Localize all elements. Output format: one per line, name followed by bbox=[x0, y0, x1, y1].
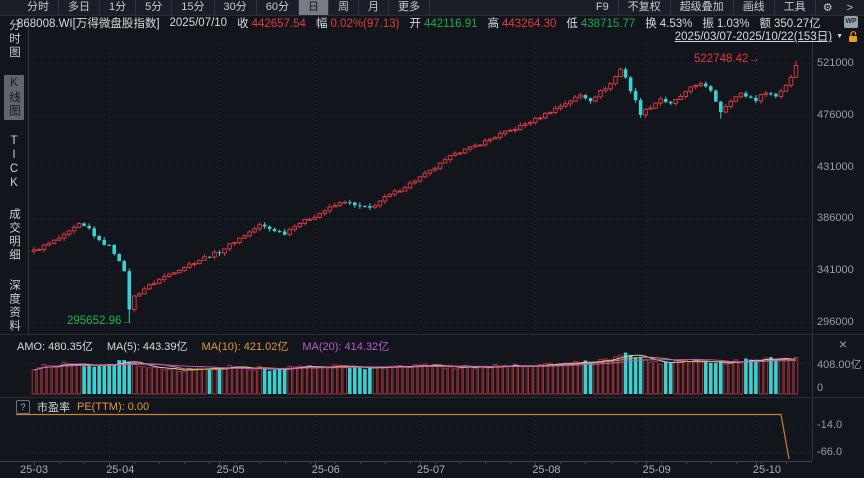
time-tick-label: 25-09 bbox=[642, 464, 671, 476]
time-tick-label: 25-05 bbox=[216, 464, 245, 476]
view-sidebar: 分时图 K线图 TICK 成交明细深度资料 bbox=[0, 17, 28, 335]
period-tab-1[interactable]: 多日 bbox=[59, 0, 100, 15]
pe-tick-label: -14.0 bbox=[817, 419, 843, 431]
close-icon[interactable]: × bbox=[839, 336, 848, 352]
volume-ma-label-1: MA(5): 443.39亿 bbox=[106, 341, 188, 353]
help-icon[interactable]: ? bbox=[16, 400, 30, 414]
sidebar-item-1[interactable]: K线图 bbox=[4, 74, 24, 120]
volume-axis-max: 408.00亿 bbox=[817, 359, 862, 371]
time-tick-label: 25-03 bbox=[20, 464, 49, 476]
toolbar-button-2[interactable]: 超级叠加 bbox=[671, 0, 734, 15]
quote-date: 2025/07/10 bbox=[169, 16, 228, 29]
quote-field-label: 收 bbox=[237, 17, 249, 30]
quote-field-额: 额 350.27亿 bbox=[759, 15, 820, 31]
time-tick-label: 25-08 bbox=[532, 464, 561, 476]
chevron-down-icon[interactable]: ▼ bbox=[836, 32, 843, 40]
period-toolbar: 分时 多日 1分 5分 15分 30分 60分日周月更多 F9 不复权 超级叠加 画线 工具 ⚙ > bbox=[0, 0, 864, 16]
sidebar-item-2[interactable]: TICK bbox=[8, 134, 20, 191]
quote-field-label: 幅 bbox=[315, 17, 328, 30]
wind-report-icon[interactable]: WP bbox=[844, 16, 858, 28]
period-tab-3[interactable]: 5分 bbox=[136, 0, 173, 15]
pe-value: PE(TTM): 0.00 bbox=[77, 401, 150, 413]
quote-field-value: 438715.77 bbox=[580, 17, 636, 30]
quote-field-label: 开 bbox=[409, 17, 422, 30]
quote-field-换: 换 4.53% bbox=[645, 15, 692, 31]
quote-field-value: 443264.30 bbox=[502, 17, 557, 30]
symbol-name: 868008.WI[万得微盘股指数] bbox=[17, 17, 160, 30]
period-tab-2[interactable]: 1分 bbox=[100, 0, 137, 15]
quote-field-value: 350.27亿 bbox=[773, 17, 821, 30]
sidebar-item-3[interactable]: 成交明细 bbox=[8, 207, 20, 262]
quote-field-振: 振 1.03% bbox=[702, 15, 749, 31]
period-tab-7[interactable]: 日 bbox=[299, 0, 329, 15]
quote-field-label: 振 bbox=[702, 17, 714, 30]
quote-field-value: 0.02%(97.13) bbox=[330, 17, 400, 30]
quote-field-label: 高 bbox=[487, 17, 500, 30]
gear-icon[interactable]: ⚙ bbox=[822, 2, 833, 14]
toolbar-button-0[interactable]: F9 bbox=[587, 0, 619, 15]
min-price-label: 295652.96→ bbox=[67, 315, 133, 327]
unlock-icon[interactable] bbox=[847, 30, 858, 43]
period-tab-4[interactable]: 15分 bbox=[172, 0, 215, 15]
volume-ma-label-0: AMO: 480.35亿 bbox=[17, 341, 93, 353]
volume-ma-label-3: MA(20): 414.32亿 bbox=[302, 341, 390, 353]
toolbar-right-group: F9 不复权 超级叠加 画线 工具 ⚙ > bbox=[587, 0, 860, 15]
quote-field-高: 高 443264.30 bbox=[488, 15, 557, 31]
quote-field-label: 额 bbox=[759, 17, 771, 30]
date-range-selector[interactable]: 2025/03/07-2025/10/22(153日) ▼ bbox=[675, 28, 858, 44]
quote-field-收: 收 442657.54 bbox=[237, 15, 306, 31]
pe-title: 市盈率 bbox=[37, 402, 70, 414]
time-tick-label: 25-10 bbox=[752, 464, 782, 476]
period-tab-9[interactable]: 月 bbox=[359, 0, 389, 15]
time-tick-label: 25-07 bbox=[417, 464, 446, 476]
toolbar-button-1[interactable]: 不复权 bbox=[619, 0, 671, 15]
time-tick-label: 25-04 bbox=[106, 464, 135, 476]
period-tab-10[interactable]: 更多 bbox=[389, 0, 430, 15]
quote-field-value: 442657.54 bbox=[251, 17, 306, 30]
quote-info-bar: 868008.WI[万得微盘股指数] 2025/07/10 收 442657.54… bbox=[0, 15, 864, 30]
period-tab-6[interactable]: 60分 bbox=[257, 0, 299, 15]
price-tick-label: 296000 bbox=[817, 316, 854, 328]
period-tab-5[interactable]: 30分 bbox=[215, 0, 257, 15]
quote-field-label: 低 bbox=[566, 17, 578, 30]
volume-indicator-header: AMO: 480.35亿 MA(5): 443.39亿 MA(10): 421.02… bbox=[17, 338, 389, 354]
quote-field-value: 4.53% bbox=[659, 17, 693, 30]
quote-field-value: 1.03% bbox=[716, 17, 750, 30]
quote-field-低: 低 438715.77 bbox=[566, 15, 635, 31]
period-tab-0[interactable]: 分时 bbox=[18, 0, 59, 15]
date-range-text[interactable]: 2025/03/07-2025/10/22(153日) bbox=[674, 31, 833, 43]
volume-axis-zero: 0 bbox=[817, 382, 824, 394]
price-tick-label: 521000 bbox=[817, 57, 854, 69]
expand-more-icon[interactable]: > bbox=[846, 1, 853, 14]
quote-field-value: 442116.91 bbox=[424, 17, 478, 30]
price-tick-label: 341000 bbox=[817, 264, 854, 277]
period-tabs: 分时 多日 1分 5分 15分 30分 60分日周月更多 bbox=[18, 0, 430, 15]
quote-field-幅: 幅 0.02%(97.13) bbox=[316, 15, 400, 31]
volume-ma-label-2: MA(10): 421.02亿 bbox=[201, 341, 289, 353]
quote-field-开: 开 442116.91 bbox=[410, 15, 478, 31]
price-tick-label: 386000 bbox=[817, 212, 854, 225]
price-tick-label: 476000 bbox=[817, 108, 854, 121]
pe-indicator-header: ? 市盈率 PE(TTM): 0.00 bbox=[16, 399, 149, 415]
sidebar-item-0[interactable]: 分时图 bbox=[8, 19, 20, 60]
time-tick-label: 25-06 bbox=[311, 464, 340, 476]
price-tick-label: 431000 bbox=[817, 160, 854, 173]
sidebar-item-4[interactable]: 深度资料 bbox=[8, 278, 20, 333]
period-tab-8[interactable]: 周 bbox=[329, 0, 359, 15]
toolbar-button-4[interactable]: 工具 bbox=[775, 0, 816, 15]
quote-field-label: 换 bbox=[645, 17, 657, 30]
max-price-label: 522748.42→ bbox=[694, 53, 760, 65]
toolbar-button-3[interactable]: 画线 bbox=[734, 0, 775, 15]
pe-tick-label: -66.0 bbox=[817, 446, 843, 458]
